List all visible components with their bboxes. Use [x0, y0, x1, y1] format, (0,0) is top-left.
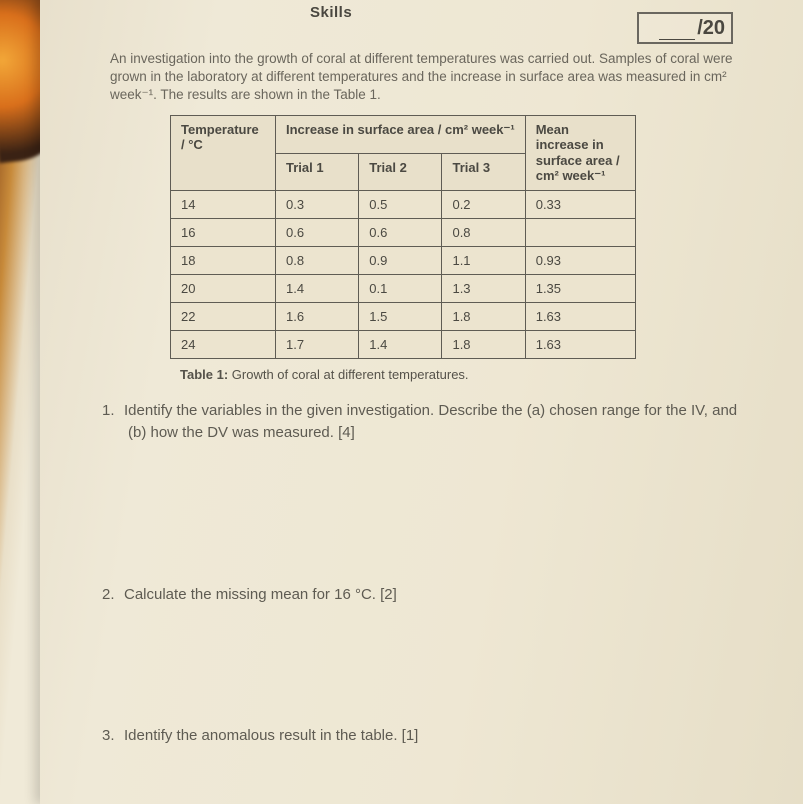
caption-label: Table 1:: [180, 367, 228, 382]
score-blank-line: [659, 22, 695, 40]
intro-paragraph: An investigation into the growth of cora…: [110, 50, 750, 105]
question-1: 1.Identify the variables in the given in…: [128, 400, 743, 444]
cell-trial2: 1.5: [359, 303, 442, 331]
question-2-text: Calculate the missing mean for 16 °C. [2…: [124, 586, 397, 603]
cell-trial2: 0.5: [359, 191, 442, 219]
cell-trial3: 0.8: [442, 219, 525, 247]
cell-mean: 1.35: [525, 275, 635, 303]
col-header-increase: Increase in surface area / cm² week⁻¹: [276, 115, 526, 153]
score-box: /20: [637, 12, 733, 44]
caption-text: Growth of coral at different temperature…: [228, 367, 468, 382]
question-3-text: Identify the anomalous result in the tab…: [124, 727, 418, 744]
cell-trial3: 1.8: [442, 303, 525, 331]
table-header-row-1: Temperature / °C Increase in surface are…: [171, 115, 636, 153]
cell-temp: 24: [171, 331, 276, 359]
table-row: 22 1.6 1.5 1.8 1.63: [171, 303, 636, 331]
cell-mean: 1.63: [525, 303, 635, 331]
cell-temp: 18: [171, 247, 276, 275]
cell-trial2: 0.9: [359, 247, 442, 275]
score-total: /20: [697, 17, 725, 40]
table-row: 24 1.7 1.4 1.8 1.63: [171, 331, 636, 359]
cell-trial1: 0.6: [276, 219, 359, 247]
cell-trial3: 1.8: [442, 331, 525, 359]
cell-trial1: 1.7: [276, 331, 359, 359]
col-header-temperature: Temperature / °C: [171, 115, 276, 190]
question-3: 3.Identify the anomalous result in the t…: [128, 725, 743, 747]
cell-trial3: 1.1: [442, 247, 525, 275]
question-2: 2.Calculate the missing mean for 16 °C. …: [128, 584, 743, 606]
question-2-number: 2.: [102, 584, 124, 606]
cell-temp: 16: [171, 219, 276, 247]
cell-trial2: 0.6: [359, 219, 442, 247]
cell-trial3: 0.2: [442, 191, 525, 219]
cell-trial1: 0.3: [276, 191, 359, 219]
cell-trial1: 1.6: [276, 303, 359, 331]
question-1-number: 1.: [102, 400, 124, 422]
results-table: Temperature / °C Increase in surface are…: [170, 115, 636, 359]
cell-trial1: 0.8: [276, 247, 359, 275]
cell-mean: 1.63: [525, 331, 635, 359]
cell-trial1: 1.4: [276, 275, 359, 303]
table-row: 20 1.4 0.1 1.3 1.35: [171, 275, 636, 303]
cell-mean: 0.33: [525, 191, 635, 219]
question-1-text: Identify the variables in the given inve…: [124, 402, 737, 441]
col-header-mean: Mean increase in surface area / cm² week…: [525, 115, 635, 190]
worksheet-page: Skills /20 An investigation into the gro…: [40, 0, 803, 804]
question-3-number: 3.: [102, 725, 124, 747]
cell-temp: 14: [171, 191, 276, 219]
skills-heading: Skills: [310, 4, 352, 21]
cell-trial2: 0.1: [359, 275, 442, 303]
cell-trial3: 1.3: [442, 275, 525, 303]
cell-temp: 22: [171, 303, 276, 331]
table-row: 14 0.3 0.5 0.2 0.33: [171, 191, 636, 219]
cell-mean: [525, 219, 635, 247]
table-caption: Table 1: Growth of coral at different te…: [180, 367, 763, 382]
col-header-trial2: Trial 2: [359, 154, 442, 191]
cell-trial2: 1.4: [359, 331, 442, 359]
col-header-trial1: Trial 1: [276, 154, 359, 191]
table-row: 16 0.6 0.6 0.8: [171, 219, 636, 247]
col-header-trial3: Trial 3: [442, 154, 525, 191]
cell-mean: 0.93: [525, 247, 635, 275]
cell-temp: 20: [171, 275, 276, 303]
score-row: /20: [100, 12, 763, 44]
table-row: 18 0.8 0.9 1.1 0.93: [171, 247, 636, 275]
